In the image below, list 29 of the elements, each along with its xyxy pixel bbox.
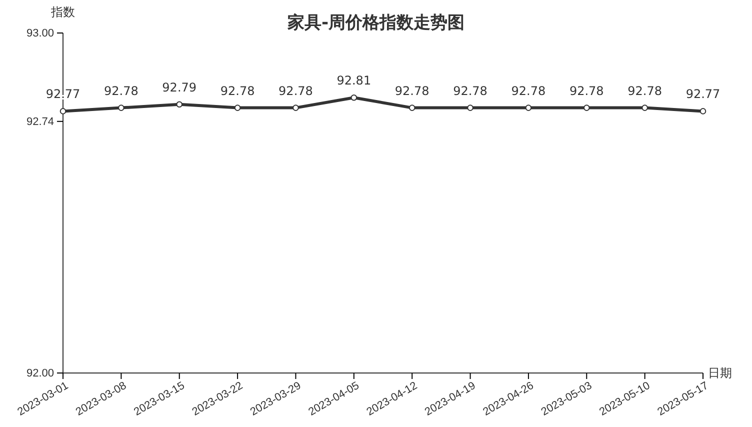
point <box>176 101 183 108</box>
x-axis-title: 日期 <box>708 366 732 380</box>
point <box>350 94 358 101</box>
y-tick-label: 93.00 <box>26 28 54 40</box>
point <box>118 104 124 111</box>
data-label: 92.78 <box>569 84 604 98</box>
point <box>292 104 299 111</box>
y-axis-title: 指数 <box>50 5 75 19</box>
data-label: 92.79 <box>162 80 197 94</box>
data-label: 92.78 <box>394 84 430 98</box>
point <box>467 104 474 111</box>
point <box>525 104 532 111</box>
data-label: 92.78 <box>453 84 488 98</box>
data-label: 92.78 <box>220 84 255 98</box>
data-label: 92.77 <box>686 87 720 102</box>
data-label: 92.78 <box>628 84 662 98</box>
data-label: 92.78 <box>511 84 546 98</box>
point <box>642 104 648 111</box>
data-label: 92.81 <box>336 74 372 88</box>
data-label: 92.78 <box>104 84 138 98</box>
point <box>583 104 590 111</box>
point <box>700 108 706 114</box>
data-label: 92.78 <box>278 84 313 98</box>
point <box>60 108 66 114</box>
chart-title: 家具-周价格指数走势图 <box>286 13 465 33</box>
y-tick-label: 92.00 <box>26 368 54 380</box>
y-tick-label: 92.74 <box>26 116 54 128</box>
point <box>234 104 241 111</box>
point <box>408 104 416 111</box>
